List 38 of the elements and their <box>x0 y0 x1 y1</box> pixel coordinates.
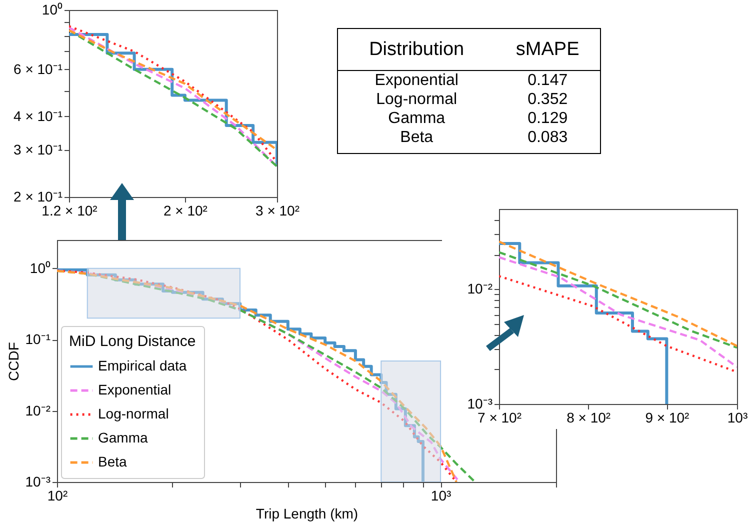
y-tick-label: 10⁻³ <box>25 474 51 490</box>
category-label: Log-normal <box>375 90 458 109</box>
x-tick-label: 10² <box>47 488 68 504</box>
legend-label: Empirical data <box>98 358 187 374</box>
text: Distribution <box>338 29 496 70</box>
x-tick-label: 10³ <box>727 410 748 426</box>
data-label: 0.083 <box>526 128 569 147</box>
x-tick-label: 10³ <box>430 488 452 504</box>
text: sMAPE <box>495 29 600 70</box>
y-tick-label: 4 × 10⁻¹ <box>14 108 63 124</box>
y-tick-label: 10⁰ <box>30 260 50 276</box>
y-tick-label: 10⁻² <box>25 402 51 418</box>
x-tick-label: 3 × 10² <box>256 202 300 218</box>
legend-label: Gamma <box>98 430 148 446</box>
category-label: Beta <box>399 128 434 147</box>
category-label: Gamma <box>387 109 446 128</box>
y-tick-label: 6 × 10⁻¹ <box>14 60 63 77</box>
x-tick-label: 8 × 10² <box>566 410 611 426</box>
x-tick-label: 7 × 10² <box>478 410 522 426</box>
data-label: 0.352 <box>526 90 569 109</box>
data-label: 0.129 <box>526 109 569 128</box>
y-tick-label: 3 × 10⁻¹ <box>14 141 63 158</box>
legend-label: Log-normal <box>98 406 169 422</box>
legend-label: Beta <box>98 454 128 470</box>
data-label: 0.147 <box>526 71 569 90</box>
y-axis-title: CCDF <box>5 342 22 381</box>
x-axis-title: Trip Length (km) <box>256 506 358 522</box>
legend-title: MiD Long Distance <box>69 333 196 350</box>
y-tick-label: 2 × 10⁻¹ <box>14 188 63 204</box>
x-tick-label: 2 × 10² <box>163 202 208 218</box>
x-tick-label: 1.2 × 10² <box>42 202 98 218</box>
y-tick-label: 10⁰ <box>42 2 62 18</box>
legend-label: Exponential <box>98 382 172 398</box>
y-tick-label: 10⁻¹ <box>25 331 51 348</box>
y-tick-label: 10⁻² <box>467 280 493 297</box>
category-label: Exponential <box>374 71 460 90</box>
y-tick-label: 10⁻³ <box>467 396 493 412</box>
x-tick-label: 9 × 10² <box>645 410 690 426</box>
